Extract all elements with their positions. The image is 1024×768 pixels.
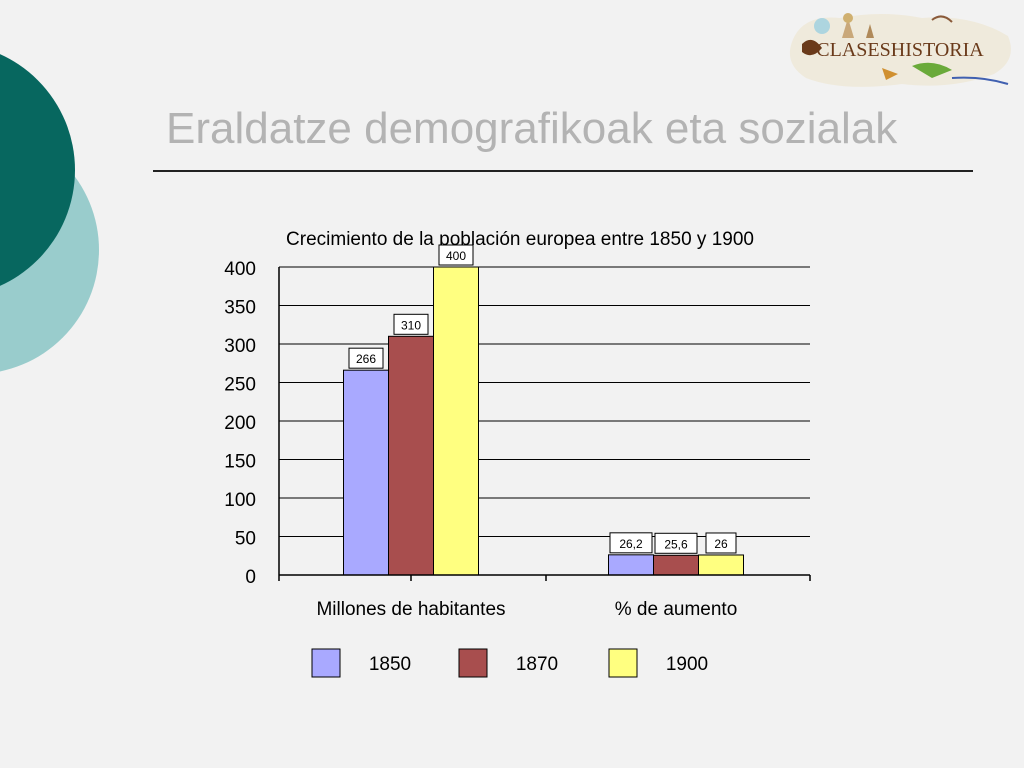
data-label: 310 bbox=[401, 318, 421, 332]
dark-circle bbox=[0, 54, 75, 286]
data-label-box bbox=[348, 347, 384, 369]
data-label: 26,2 bbox=[619, 537, 643, 551]
y-tick-label: 350 bbox=[224, 298, 256, 319]
x-axis-categories: Millones de habitantes % de aumento bbox=[316, 599, 737, 620]
slide-title: Eraldatze demografikoak eta sozialak bbox=[166, 104, 898, 153]
data-label: 26 bbox=[714, 537, 728, 551]
bar bbox=[608, 554, 654, 576]
bar bbox=[433, 266, 479, 576]
data-label-box bbox=[393, 313, 429, 335]
y-tick-label: 200 bbox=[224, 413, 256, 434]
y-tick-label: 300 bbox=[224, 336, 256, 357]
legend-label: 1900 bbox=[666, 654, 708, 675]
x-category-label: Millones de habitantes bbox=[316, 599, 505, 620]
data-label: 266 bbox=[356, 352, 376, 366]
legend-swatch bbox=[458, 648, 488, 678]
y-tick-label: 0 bbox=[245, 567, 256, 588]
bar bbox=[343, 369, 389, 576]
legend-swatch bbox=[608, 648, 638, 678]
legend-label: 1850 bbox=[369, 654, 411, 675]
data-labels: 266 26,2 310 25,6 400 26 bbox=[348, 244, 737, 554]
y-tick-label: 400 bbox=[224, 259, 256, 280]
data-label-box bbox=[438, 244, 474, 266]
population-chart: Crecimiento de la población europea entr… bbox=[224, 229, 811, 678]
data-label: 25,6 bbox=[664, 537, 688, 551]
y-tick-label: 100 bbox=[224, 490, 256, 511]
legend-label: 1870 bbox=[516, 654, 558, 675]
bar bbox=[388, 335, 434, 576]
chart-axes bbox=[278, 267, 811, 581]
y-tick-label: 150 bbox=[224, 452, 256, 473]
data-label-box bbox=[609, 532, 653, 554]
y-tick-label: 50 bbox=[235, 529, 256, 550]
chart-legend: 1850 1870 1900 bbox=[311, 648, 708, 678]
decorative-circles bbox=[0, 54, 99, 372]
legend-swatch bbox=[311, 648, 341, 678]
chart-title: Crecimiento de la población europea entr… bbox=[286, 229, 754, 250]
title-divider bbox=[153, 170, 973, 172]
logo-text: CLASESHISTORIA bbox=[816, 39, 984, 61]
data-label: 400 bbox=[446, 249, 466, 263]
x-category-label: % de aumento bbox=[615, 599, 738, 620]
data-label-box bbox=[705, 532, 737, 554]
bar bbox=[698, 554, 744, 576]
claseshistoria-logo: CLASESHISTORIA bbox=[789, 13, 1011, 87]
y-axis-ticks: 0 50 100 150 200 250 300 350 400 bbox=[224, 259, 256, 588]
data-label-box bbox=[654, 532, 698, 554]
bar bbox=[653, 554, 699, 576]
y-tick-label: 250 bbox=[224, 375, 256, 396]
